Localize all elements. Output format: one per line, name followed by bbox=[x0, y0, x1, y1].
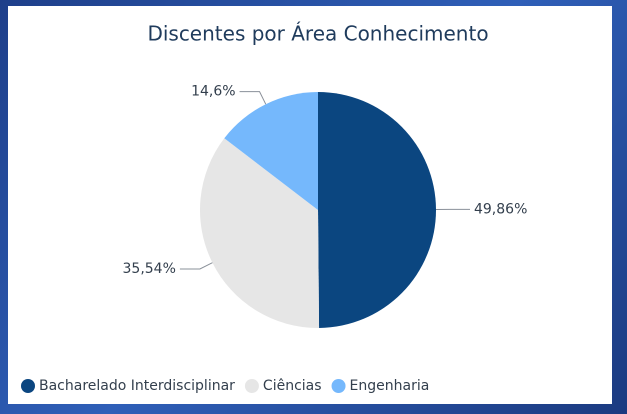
legend-label: Engenharia bbox=[350, 378, 430, 394]
pie-slice bbox=[224, 92, 318, 210]
legend-label: Ciências bbox=[263, 378, 322, 394]
data-label: 14,6% bbox=[191, 84, 235, 100]
data-label: 35,54% bbox=[123, 261, 176, 277]
chart-title: Discentes por Área Conhecimento bbox=[147, 22, 488, 46]
pie-slice bbox=[318, 92, 437, 328]
pie-slice bbox=[199, 138, 320, 328]
legend-marker bbox=[331, 379, 346, 393]
leader-line bbox=[239, 91, 267, 105]
legend-marker bbox=[244, 379, 259, 393]
legend-label: Bacharelado Interdisciplinar bbox=[39, 378, 235, 394]
legend-marker bbox=[21, 379, 35, 393]
leader-line bbox=[179, 262, 213, 270]
data-label: 49,86% bbox=[474, 201, 527, 217]
